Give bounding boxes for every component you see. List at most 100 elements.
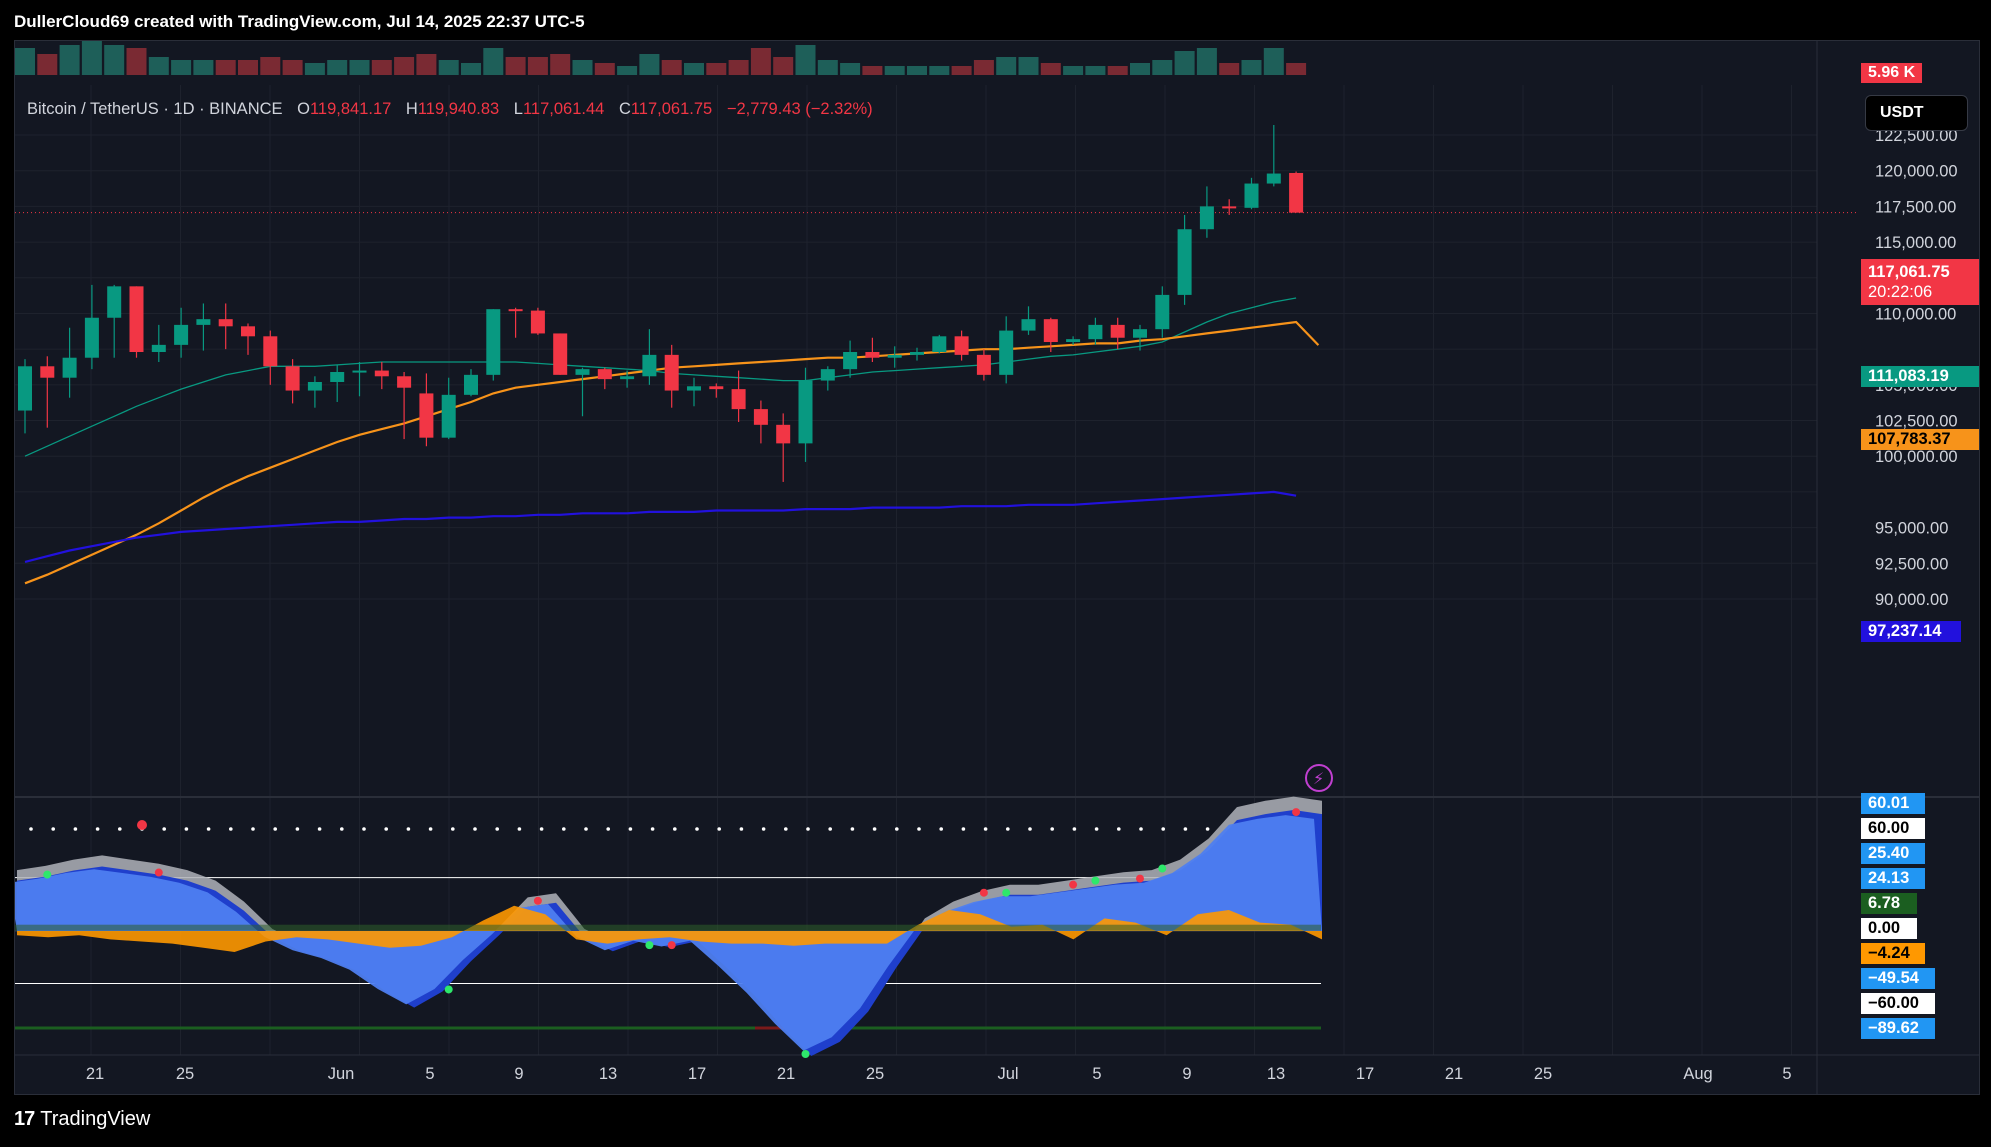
candle-body	[865, 352, 880, 358]
osc-top-dot	[628, 827, 633, 831]
tradingview-footer[interactable]: 17 TradingView	[14, 1108, 150, 1131]
volume-bar	[193, 60, 214, 75]
osc-label-6: 0.00	[1861, 918, 1917, 939]
change-value: −2,779.43 (−2.32%)	[726, 100, 873, 118]
osc-top-dot	[362, 827, 366, 831]
volume-bar	[728, 60, 749, 75]
volume-bar	[461, 63, 481, 75]
osc-top-dot	[162, 827, 166, 831]
osc-top-dot	[1161, 827, 1165, 831]
time-tick-label: 25	[1534, 1065, 1552, 1083]
candle-body	[307, 381, 322, 391]
volume-bar	[438, 60, 459, 75]
osc-top-dot	[1183, 827, 1188, 831]
osc-top-dot	[584, 827, 588, 831]
volume-bar	[126, 48, 147, 75]
candle-body	[441, 394, 456, 438]
candle-body	[709, 386, 724, 390]
osc-top-dot	[539, 827, 544, 831]
candle-body	[642, 354, 657, 377]
candle-body	[620, 376, 635, 380]
currency-button[interactable]: USDT	[1865, 95, 1968, 131]
volume-bar	[371, 60, 392, 75]
volume-bar	[148, 57, 169, 75]
volume-bar	[550, 54, 571, 75]
candle-body	[1199, 206, 1214, 230]
volume-bar	[1085, 66, 1106, 75]
candle-body	[285, 366, 300, 391]
price-chart[interactable]: 122,500.00 120,000.00 117,500.00 115,000.00…	[15, 41, 1979, 1094]
candle-body	[196, 319, 211, 325]
osc-signal-dot	[667, 941, 676, 950]
candle-body	[40, 366, 55, 378]
volume-bar	[327, 60, 348, 75]
osc-top-dot	[1028, 827, 1032, 831]
osc-top-dot	[739, 827, 744, 831]
osc-top-dot	[184, 827, 189, 831]
alert-lightning-icon	[1305, 764, 1333, 792]
volume-bar	[1063, 66, 1084, 75]
volume-bar	[684, 63, 704, 75]
candle-body	[1133, 329, 1147, 338]
candle-body	[374, 370, 389, 377]
osc-top-dot	[406, 827, 411, 831]
time-tick-label: 13	[1267, 1065, 1285, 1083]
osc-top-red-dot	[137, 820, 147, 830]
osc-label-7: −4.24	[1861, 943, 1925, 964]
volume-bar	[304, 63, 325, 75]
osc-signal-dot	[1158, 864, 1167, 873]
osc-top-dot	[384, 827, 389, 831]
candle-body	[263, 336, 278, 367]
volume-bar	[238, 60, 258, 75]
volume-badge: 5.96 K	[1861, 63, 1923, 83]
volume-bar	[282, 60, 303, 75]
candle-body	[84, 317, 99, 358]
osc-green-band	[15, 924, 1321, 931]
time-tick-label: Jul	[997, 1065, 1018, 1083]
candle-body	[753, 409, 768, 425]
volume-bar	[617, 66, 638, 75]
osc-top-dot	[695, 827, 699, 831]
candle-body	[486, 309, 501, 375]
moving-average-line	[24, 297, 1297, 457]
candle-body	[18, 366, 32, 411]
volume-bar	[773, 57, 794, 75]
candle-body	[1266, 173, 1281, 184]
volume-bar	[81, 41, 102, 75]
volume-bar	[884, 66, 905, 75]
volume-bar	[1241, 60, 1262, 75]
close-label: C	[618, 100, 631, 118]
low-label: L	[513, 100, 523, 118]
osc-top-dot	[317, 827, 322, 831]
volume-bar	[416, 54, 437, 75]
osc-signal-dot	[979, 888, 988, 897]
candle-body	[976, 354, 991, 375]
time-tick-label: 25	[176, 1065, 194, 1083]
osc-top-dot	[273, 827, 278, 831]
candle-body	[1289, 172, 1304, 213]
osc-top-dot	[650, 827, 655, 831]
candle-body	[575, 369, 590, 375]
last-price-value: 117,061.75	[1868, 263, 1950, 281]
candle-body	[464, 374, 478, 395]
candle-body	[174, 324, 189, 345]
candle-body	[1043, 319, 1058, 343]
osc-signal-dot	[801, 1049, 810, 1058]
osc-top-dot	[229, 827, 233, 831]
volume-bar	[1152, 60, 1173, 75]
ma-fast-label: 111,083.19	[1861, 366, 1979, 387]
osc-top-dot	[118, 827, 122, 831]
osc-top-dot	[1072, 827, 1077, 831]
osc-top-dot	[73, 827, 78, 831]
osc-top-dot	[761, 827, 766, 831]
volume-bar	[171, 60, 192, 75]
price-tick-label: 92,500.00	[1875, 555, 1948, 573]
price-tick-label: 95,000.00	[1875, 520, 1948, 538]
last-price-label: 117,061.75 20:22:06	[1861, 259, 1979, 305]
osc-signal-dot	[533, 896, 542, 905]
volume-bar	[907, 66, 927, 75]
osc-top-dot	[1094, 827, 1099, 831]
osc-label-9: −60.00	[1861, 993, 1935, 1014]
osc-top-dot	[673, 827, 677, 831]
chart-panel[interactable]: 122,500.00 120,000.00 117,500.00 115,000.00…	[14, 40, 1980, 1095]
